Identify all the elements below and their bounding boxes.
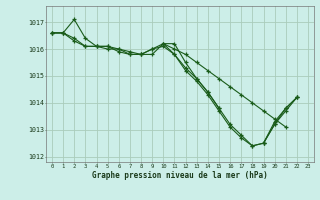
X-axis label: Graphe pression niveau de la mer (hPa): Graphe pression niveau de la mer (hPa): [92, 171, 268, 180]
